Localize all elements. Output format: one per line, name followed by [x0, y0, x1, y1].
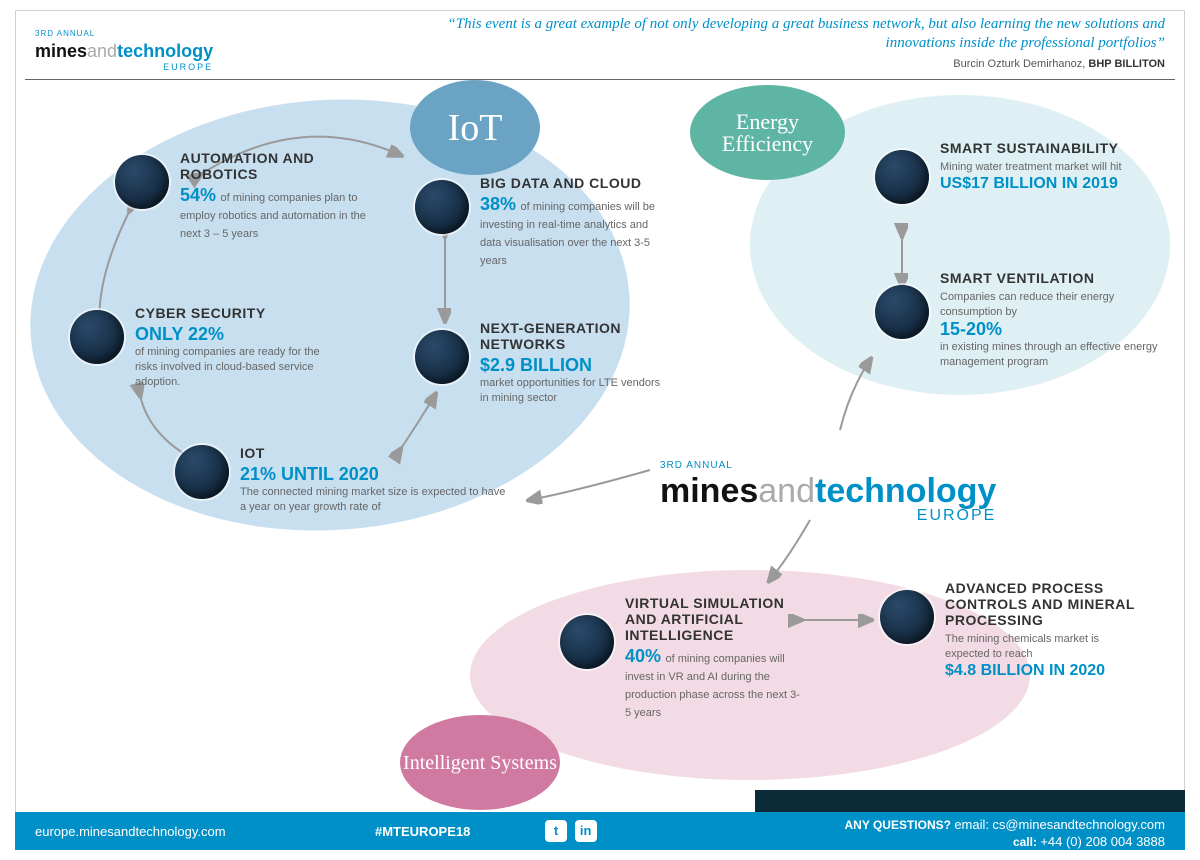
- bigdata-title: BIG DATA AND CLOUD: [480, 175, 660, 191]
- iot-icon: [175, 445, 229, 499]
- sustain-desc: Mining water treatment market will hit: [940, 160, 1160, 175]
- footer-contact: ANY QUESTIONS? email: cs@minesandtechnol…: [845, 817, 1166, 851]
- ventilation-icon: [875, 285, 929, 339]
- vent-stat: 15-20%: [940, 319, 1002, 339]
- automation-title: AUTOMATION AND ROBOTICS: [180, 150, 380, 182]
- footer: europe.minesandtechnology.com #MTEUROPE1…: [15, 812, 1185, 850]
- nextgen-desc: market opportunities for LTE vendors in …: [480, 376, 670, 406]
- vr-ai-icon: [560, 615, 614, 669]
- logo-center-europe: EUROPE: [660, 508, 996, 524]
- logo-center-annual: 3RD ANNUAL: [660, 460, 733, 471]
- vent-title: SMART VENTILATION: [940, 270, 1160, 286]
- cyber-stat: ONLY 22%: [135, 324, 224, 344]
- bigdata-icon: [415, 180, 469, 234]
- twitter-icon[interactable]: t: [545, 820, 567, 842]
- vent-desc1: Companies can reduce their energy consum…: [940, 290, 1160, 320]
- item-sustainability: SMART SUSTAINABILITY Mining water treatm…: [940, 140, 1160, 193]
- nextgen-stat: $2.9 BILLION: [480, 355, 592, 375]
- process-title: ADVANCED PROCESS CONTROLS AND MINERAL PR…: [945, 580, 1145, 628]
- vr-stat: 40%: [625, 646, 661, 666]
- footer-questions: ANY QUESTIONS?: [845, 818, 951, 832]
- item-bigdata: BIG DATA AND CLOUD 38% of mining compani…: [480, 175, 660, 269]
- item-vr-ai: VIRTUAL SIMULATION AND ARTIFICIAL INTELL…: [625, 595, 805, 721]
- footer-social: t in: [545, 820, 601, 842]
- item-automation: AUTOMATION AND ROBOTICS 54% of mining co…: [180, 150, 380, 242]
- vent-desc2: in existing mines through an effective e…: [940, 340, 1160, 370]
- logo-center: 3RD ANNUAL minesandtechnology EUROPE: [660, 440, 996, 524]
- footer-email[interactable]: cs@minesandtechnology.com: [992, 817, 1165, 832]
- iot-stat: 21% UNTIL 2020: [240, 464, 379, 484]
- linkedin-icon[interactable]: in: [575, 820, 597, 842]
- sustainability-icon: [875, 150, 929, 204]
- connector-arrows: [0, 0, 1200, 860]
- process-icon: [880, 590, 934, 644]
- item-process: ADVANCED PROCESS CONTROLS AND MINERAL PR…: [945, 580, 1145, 680]
- item-nextgen: NEXT-GENERATION NETWORKS $2.9 BILLION ma…: [480, 320, 670, 406]
- footer-url[interactable]: europe.minesandtechnology.com: [35, 824, 226, 839]
- process-stat: $4.8 BILLION IN 2020: [945, 662, 1105, 679]
- cyber-icon: [70, 310, 124, 364]
- logo-center-tech: technology: [815, 472, 996, 510]
- cyber-title: CYBER SECURITY: [135, 305, 345, 321]
- nextgen-icon: [415, 330, 469, 384]
- process-desc: The mining chemicals market is expected …: [945, 632, 1145, 662]
- logo-center-mines: mines: [660, 472, 758, 510]
- item-iot: IoT 21% UNTIL 2020 The connected mining …: [240, 445, 510, 515]
- sustain-title: SMART SUSTAINABILITY: [940, 140, 1160, 156]
- iot-desc: The connected mining market size is expe…: [240, 485, 510, 515]
- logo-center-and: and: [758, 472, 815, 510]
- automation-stat: 54%: [180, 185, 216, 205]
- footer-call[interactable]: +44 (0) 208 004 3888: [1040, 834, 1165, 849]
- bigdata-stat: 38%: [480, 194, 516, 214]
- vr-title: VIRTUAL SIMULATION AND ARTIFICIAL INTELL…: [625, 595, 805, 643]
- item-ventilation: SMART VENTILATION Companies can reduce t…: [940, 270, 1160, 369]
- footer-accent: [755, 790, 1185, 812]
- footer-email-label: email:: [954, 817, 989, 832]
- footer-call-label: call:: [1013, 835, 1037, 849]
- footer-hashtag: #MTEUROPE18: [375, 824, 470, 839]
- cyber-desc: of mining companies are ready for the ri…: [135, 345, 345, 390]
- item-cyber: CYBER SECURITY ONLY 22% of mining compan…: [135, 305, 345, 390]
- iot-title: IoT: [240, 445, 510, 461]
- sustain-stat: US$17 BILLION IN 2019: [940, 175, 1118, 192]
- automation-icon: [115, 155, 169, 209]
- nextgen-title: NEXT-GENERATION NETWORKS: [480, 320, 670, 352]
